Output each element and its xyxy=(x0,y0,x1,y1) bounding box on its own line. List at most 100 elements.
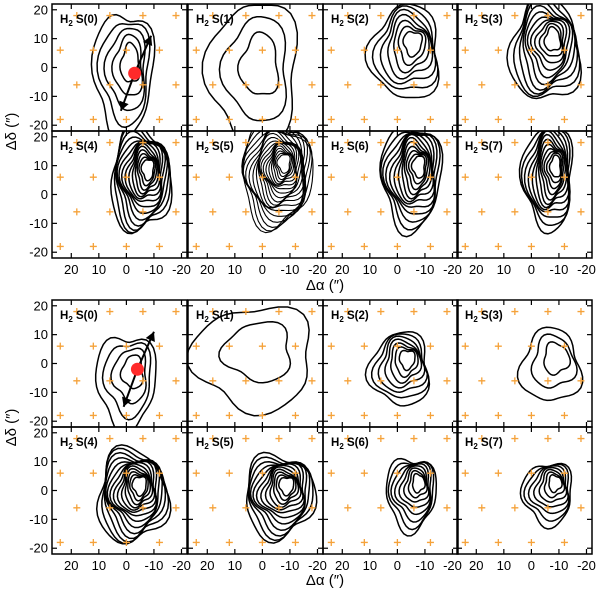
x-tick-label: 20 xyxy=(335,558,349,573)
panel-label-main: H xyxy=(60,141,68,153)
contour-line xyxy=(275,474,297,502)
grid-point xyxy=(426,469,434,477)
contour-line xyxy=(535,133,570,209)
grid-point xyxy=(258,469,266,477)
panel-contour-group xyxy=(518,131,574,235)
grid-point xyxy=(461,46,469,54)
contour-line xyxy=(390,461,432,523)
grid-point xyxy=(172,208,180,216)
grid-point xyxy=(73,139,81,147)
grid-point xyxy=(360,469,368,477)
x-tick-label: -20 xyxy=(577,262,596,277)
contour-line xyxy=(101,342,152,421)
grid-point xyxy=(494,342,502,350)
x-axis-label-end: ″) xyxy=(334,572,344,589)
panel-label: H2 S(5) xyxy=(196,437,234,451)
grid-point xyxy=(242,208,250,216)
grid-point xyxy=(225,242,233,250)
grid-point xyxy=(122,342,130,350)
grid-point xyxy=(56,115,64,123)
panel-contour-group xyxy=(516,326,584,402)
grid-point xyxy=(56,46,64,54)
grid-point xyxy=(106,504,114,512)
panel-label-rest: S(5) xyxy=(209,141,234,153)
contour-line xyxy=(242,131,313,232)
x-tick-label: -10 xyxy=(145,558,164,573)
grid-point xyxy=(209,12,217,20)
x-tick-label: 10 xyxy=(92,262,106,277)
contour-line xyxy=(411,472,426,494)
grid-point xyxy=(291,411,299,419)
grid-point xyxy=(122,538,130,546)
y-tick-label: -10 xyxy=(29,512,48,527)
contour-line xyxy=(407,153,428,185)
outflow-arrowhead xyxy=(142,35,153,47)
grid-point xyxy=(544,139,552,147)
grid-point xyxy=(393,469,401,477)
panel-label: H2 S(2) xyxy=(331,310,369,324)
panel-label: H2 S(7) xyxy=(465,141,503,155)
contour-line xyxy=(257,136,303,206)
grid-point xyxy=(106,435,114,443)
grid-point xyxy=(209,377,217,385)
grid-point xyxy=(393,242,401,250)
contour-line xyxy=(115,136,169,227)
grid-point xyxy=(308,504,316,512)
panel-label-rest: S(7) xyxy=(478,141,503,153)
contour-line xyxy=(272,471,300,505)
grid-point xyxy=(377,208,385,216)
grid-point xyxy=(172,435,180,443)
panel-label-rest: S(2) xyxy=(344,310,369,322)
grid-point xyxy=(106,139,114,147)
grid-point xyxy=(527,115,535,123)
x-tick-label: 0 xyxy=(123,262,130,277)
grid-point xyxy=(242,377,250,385)
contour-line xyxy=(380,131,441,231)
grid-point xyxy=(89,115,97,123)
panel-label-sub: 2 xyxy=(204,442,209,451)
outflow-arrowhead xyxy=(122,396,132,407)
grid-point xyxy=(291,115,299,123)
grid-point xyxy=(560,469,568,477)
panel-contour-group xyxy=(245,451,318,544)
grid-point xyxy=(443,12,451,20)
grid-point xyxy=(192,469,200,477)
grid-point xyxy=(426,173,434,181)
x-tick-label: 20 xyxy=(469,262,483,277)
contour-line xyxy=(113,131,172,234)
grid-point xyxy=(327,46,335,54)
grid-point xyxy=(308,377,316,385)
contour-line xyxy=(393,19,430,74)
grid-point xyxy=(410,81,418,89)
contour-line xyxy=(247,456,314,542)
contour-line xyxy=(96,23,151,129)
contour-line xyxy=(533,20,565,64)
panel-label-sub: 2 xyxy=(68,19,73,28)
grid-point xyxy=(139,139,147,147)
x-tick-label: 0 xyxy=(528,558,535,573)
grid-point xyxy=(360,538,368,546)
grid-point xyxy=(577,377,585,385)
x-tick-label: 20 xyxy=(200,262,214,277)
y-tick-label: 20 xyxy=(34,129,48,144)
grid-point xyxy=(393,46,401,54)
grid-point xyxy=(443,308,451,316)
contour-line xyxy=(248,461,311,537)
grid-point xyxy=(73,377,81,385)
grid-point xyxy=(308,435,316,443)
contour-line xyxy=(103,451,167,543)
grid-point xyxy=(172,12,180,20)
panel-label-rest: S(3) xyxy=(478,14,503,26)
grid-point xyxy=(511,81,519,89)
panel-label-main: H xyxy=(331,141,339,153)
grid-point xyxy=(511,377,519,385)
contour-line xyxy=(403,145,431,196)
grid-point xyxy=(242,308,250,316)
panel-label-sub: 2 xyxy=(473,19,478,28)
panel-contour-group xyxy=(364,4,440,99)
grid-point xyxy=(478,12,486,20)
contour-line xyxy=(273,150,294,181)
grid-point xyxy=(461,469,469,477)
grid-point xyxy=(308,139,316,147)
grid-point xyxy=(225,46,233,54)
